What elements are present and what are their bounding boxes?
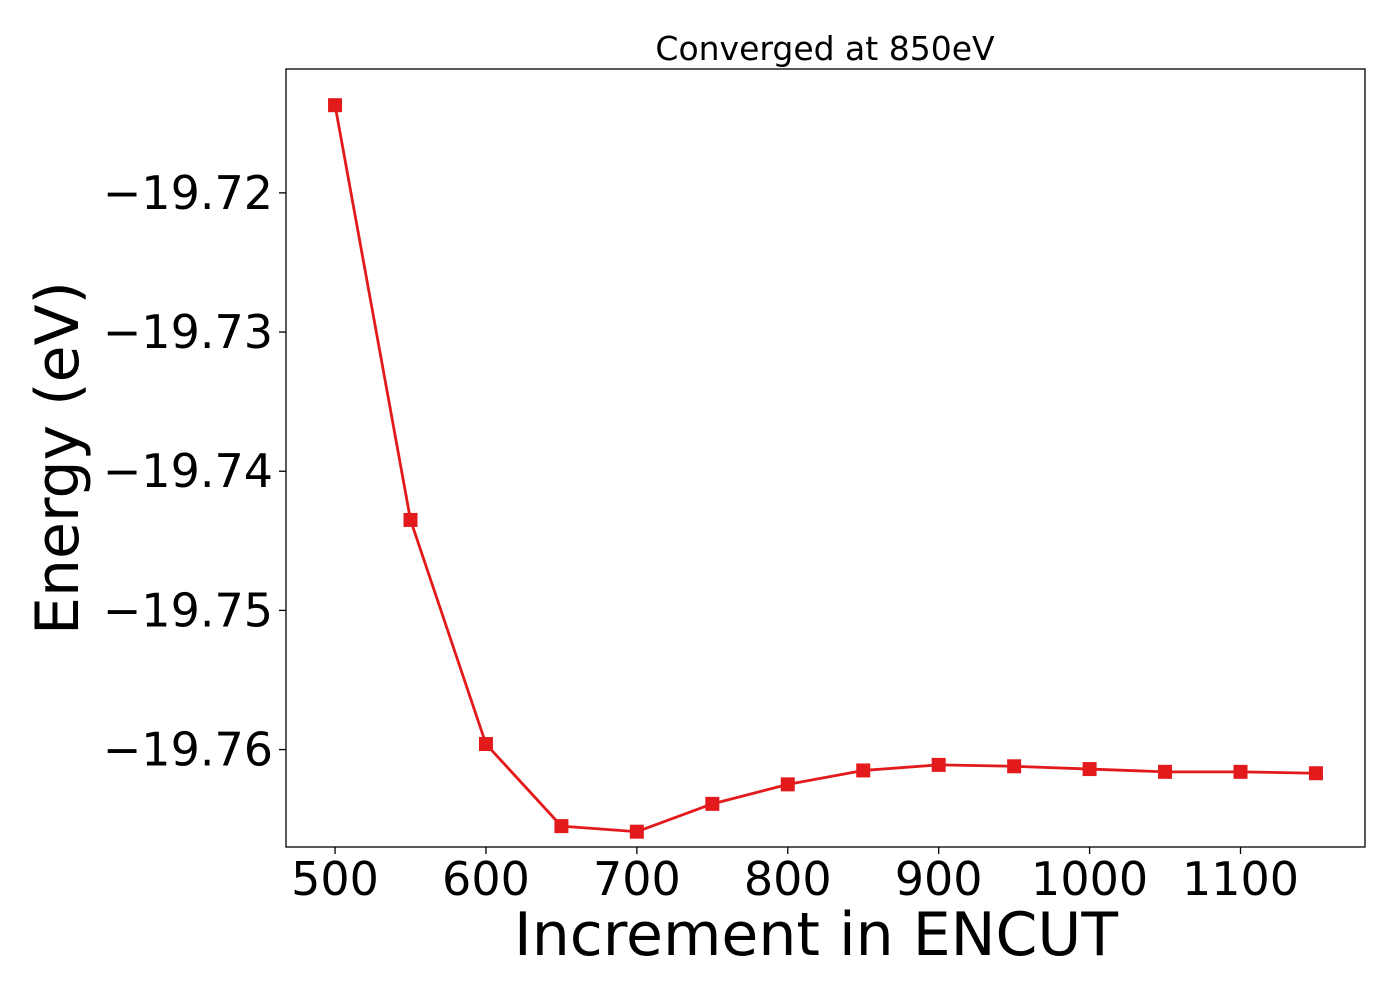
- data-point-750: [705, 796, 720, 811]
- x-axis-title: Increment in ENCUT: [514, 900, 1118, 970]
- x-tick-label: 1000: [1031, 852, 1148, 906]
- data-point-850: [856, 763, 871, 778]
- data-point-550: [403, 512, 418, 527]
- plot-area: [328, 98, 1323, 839]
- y-axis-title: Energy (eV): [23, 281, 93, 635]
- chart-title: Converged at 850eV: [655, 29, 995, 68]
- data-point-900: [931, 757, 946, 772]
- data-point-500: [328, 98, 343, 113]
- x-tick-label: 1100: [1182, 852, 1299, 906]
- plot-frame: [285, 68, 1366, 848]
- data-point-1050: [1158, 764, 1173, 779]
- x-tick-label: 500: [291, 852, 379, 906]
- data-point-650: [554, 819, 569, 834]
- y-tick-label: −19.72: [103, 166, 273, 220]
- x-tick-label: 800: [744, 852, 832, 906]
- data-point-600: [478, 737, 493, 752]
- data-point-800: [780, 777, 795, 792]
- y-axis: −19.72 −19.73 −19.74 −19.75 −19.76: [103, 166, 286, 777]
- x-tick-label: 700: [593, 852, 681, 906]
- x-tick-label: 600: [442, 852, 530, 906]
- y-tick-label: −19.76: [103, 723, 273, 777]
- x-tick-label: 900: [895, 852, 983, 906]
- y-tick-label: −19.74: [103, 444, 273, 498]
- y-tick-label: −19.75: [103, 583, 273, 637]
- data-point-1000: [1082, 762, 1097, 777]
- y-tick-label: −19.73: [103, 305, 273, 359]
- data-point-1100: [1233, 764, 1248, 779]
- series-line-0: [333, 104, 1316, 834]
- x-axis: 500 600 700 800 900 1000 1100: [291, 847, 1299, 906]
- data-point-700: [629, 824, 644, 839]
- data-point-950: [1007, 759, 1022, 774]
- data-point-1150: [1308, 766, 1323, 781]
